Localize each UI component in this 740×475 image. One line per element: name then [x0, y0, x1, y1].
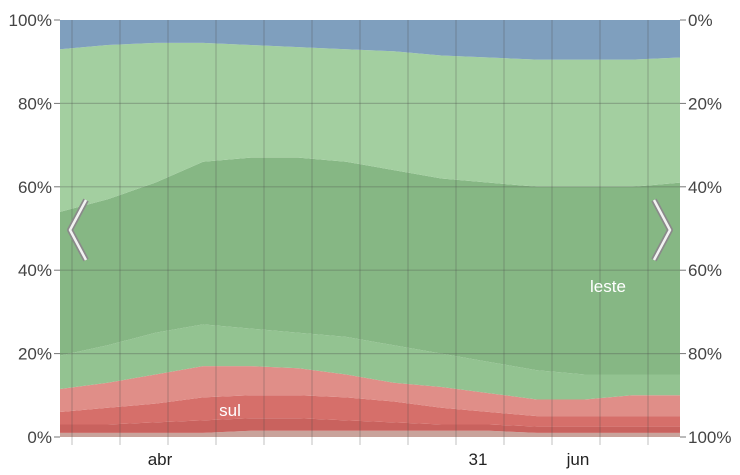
prev-button[interactable] [67, 198, 89, 262]
y-left-tick-label: 40% [18, 261, 52, 280]
area-band-norte [60, 20, 680, 60]
area-band-sul_light [60, 366, 680, 417]
y-left-tick-label: 100% [9, 11, 52, 30]
y-right-tick-label: 60% [688, 261, 722, 280]
y-left-tick-label: 80% [18, 94, 52, 113]
y-right-tick-label: 100% [688, 428, 731, 447]
x-tick-label: 31 [469, 450, 488, 469]
y-left-tick-label: 20% [18, 345, 52, 364]
series-label-leste: leste [590, 277, 626, 296]
next-button[interactable] [651, 198, 673, 262]
y-right-tick-label: 40% [688, 178, 722, 197]
horizontal-gridlines [60, 102, 680, 355]
y-right-tick-label: 20% [688, 94, 722, 113]
area-band-leste_band3 [60, 42, 680, 212]
area-band-sul_mid [60, 395, 680, 427]
series-label-sul: sul [219, 401, 241, 420]
y-axis-left: 0% 20% 40% 60% 80% 100% [9, 11, 60, 447]
x-tick-label: jun [566, 450, 590, 469]
area-band-sul_base [60, 430, 680, 437]
y-right-tick-label: 0% [688, 11, 713, 30]
y-left-tick-label: 60% [18, 178, 52, 197]
area-band-leste_band1 [60, 324, 680, 400]
area-band-sul_dark [60, 418, 680, 433]
x-axis: abr 31 jun [148, 450, 590, 469]
area-layers [60, 20, 680, 437]
area-band-leste_band2 [60, 157, 680, 375]
y-right-tick-label: 80% [688, 345, 722, 364]
y-axis-right: 100% 80% 60% 40% 20% 0% [680, 11, 731, 447]
series-labels: sul leste [219, 277, 626, 420]
x-tick-label: abr [148, 450, 173, 469]
y-left-tick-label: 0% [27, 428, 52, 447]
